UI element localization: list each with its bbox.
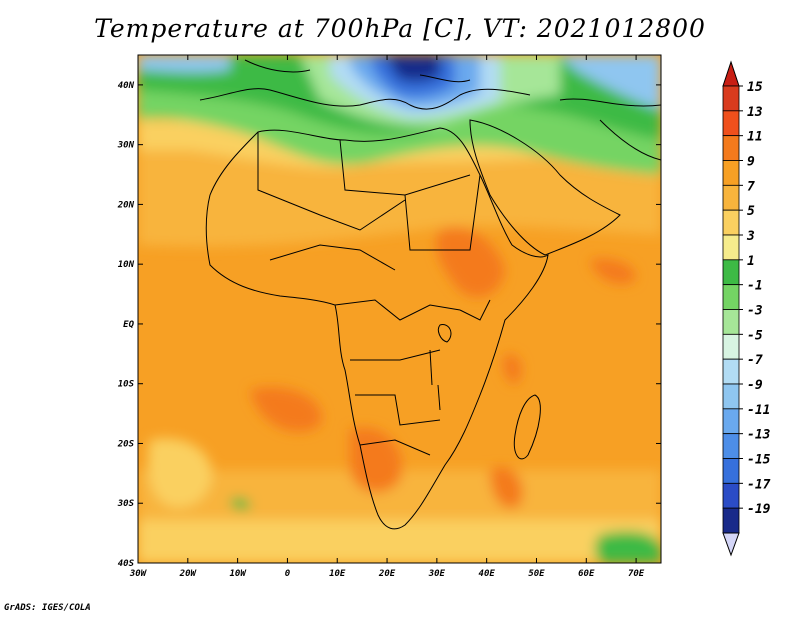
- lat-tick-label: 10N: [118, 260, 135, 270]
- colorbar-swatch: [722, 184, 740, 211]
- map-frame: [137, 54, 662, 564]
- colorbar-label: -5: [747, 328, 763, 343]
- colorbar-label: 15: [747, 80, 763, 95]
- colorbar-swatch: [722, 160, 740, 186]
- lon-tick-label: 30E: [428, 569, 446, 579]
- colorbar-label: -17: [747, 477, 771, 492]
- colorbar-label: 11: [747, 130, 763, 145]
- lon-tick-label: 20E: [378, 569, 396, 579]
- colorbar-swatch: [722, 333, 740, 360]
- colorbar-swatch: [722, 507, 740, 534]
- lon-tick-label: 50E: [528, 569, 545, 579]
- lat-tick-label: 40N: [118, 81, 135, 91]
- colorbar-label: 3: [746, 229, 755, 244]
- colorbar-swatch: [722, 135, 740, 161]
- lat-tick-label: 20S: [117, 439, 135, 449]
- lon-tick-label: 60E: [578, 569, 595, 579]
- colorbar-swatch: [722, 458, 740, 484]
- lon-tick-label: 10W: [229, 569, 247, 579]
- colorbar-label: 9: [747, 155, 755, 170]
- colorbar-label: -19: [747, 502, 771, 517]
- lat-tick-label: 40S: [118, 559, 135, 569]
- colorbar-bottom-triangle: [722, 532, 740, 557]
- colorbar-swatch: [722, 358, 740, 385]
- lat-axis: 40N 30N 20N 10N EQ 10S 20S 30S 40S: [117, 81, 661, 569]
- colorbar-swatch: [722, 110, 740, 137]
- colorbar-swatch: [722, 284, 740, 310]
- credit-text: GrADS: IGES/COLA: [4, 603, 91, 613]
- lon-axis: 30W 20W 10W 0 10E 20E 30E 40E 50E 60E 70E: [129, 55, 645, 579]
- colorbar-label: -13: [747, 428, 771, 443]
- colorbar-label: -3: [747, 304, 763, 319]
- lon-tick-label: 0: [285, 569, 291, 579]
- colorbar-label: -7: [747, 353, 763, 368]
- colorbar-label: -9: [747, 378, 763, 393]
- lat-tick-label: EQ: [123, 320, 134, 330]
- colorbar-swatch: [722, 309, 740, 335]
- lat-tick-label: 30S: [117, 499, 135, 509]
- colorbar-swatch: [722, 85, 740, 112]
- colorbar-label: -1: [747, 279, 763, 294]
- colorbar-swatch: [722, 482, 740, 509]
- colorbar-swatch: [722, 433, 740, 459]
- lon-tick-label: 40E: [479, 569, 496, 579]
- lat-tick-label: 20N: [117, 200, 135, 210]
- colorbar-top-triangle: [722, 60, 740, 87]
- lon-tick-label: 70E: [628, 569, 645, 579]
- colorbar-swatch: [722, 383, 740, 410]
- lon-tick-label: 20W: [179, 569, 198, 579]
- map-title: Temperature at 700hPa [C], VT: 202101280…: [94, 14, 706, 43]
- colorbar-swatch: [722, 234, 740, 261]
- lat-tick-label: 10S: [118, 380, 135, 390]
- lon-tick-label: 30W: [129, 569, 148, 579]
- colorbar-label: 1: [747, 254, 755, 269]
- colorbar-label: 7: [747, 179, 755, 194]
- lon-tick-label: 10E: [329, 569, 346, 579]
- lat-tick-label: 30N: [117, 141, 135, 151]
- colorbar-swatch: [722, 408, 740, 435]
- colorbar-swatch: [722, 259, 740, 286]
- colorbar-label: -11: [747, 403, 770, 418]
- colorbar-swatch: [722, 209, 740, 236]
- colorbar-label: 5: [747, 204, 755, 219]
- colorbar-label: 13: [747, 105, 763, 120]
- colorbar: 15 13 11 9 7 5 3 1 -1 -3 -5 -7 -9 -11 -13 -15 -17 -19: [722, 60, 771, 557]
- colorbar-label: -15: [747, 453, 771, 468]
- coastlines: [199, 59, 661, 530]
- temperature-field: [138, 55, 661, 563]
